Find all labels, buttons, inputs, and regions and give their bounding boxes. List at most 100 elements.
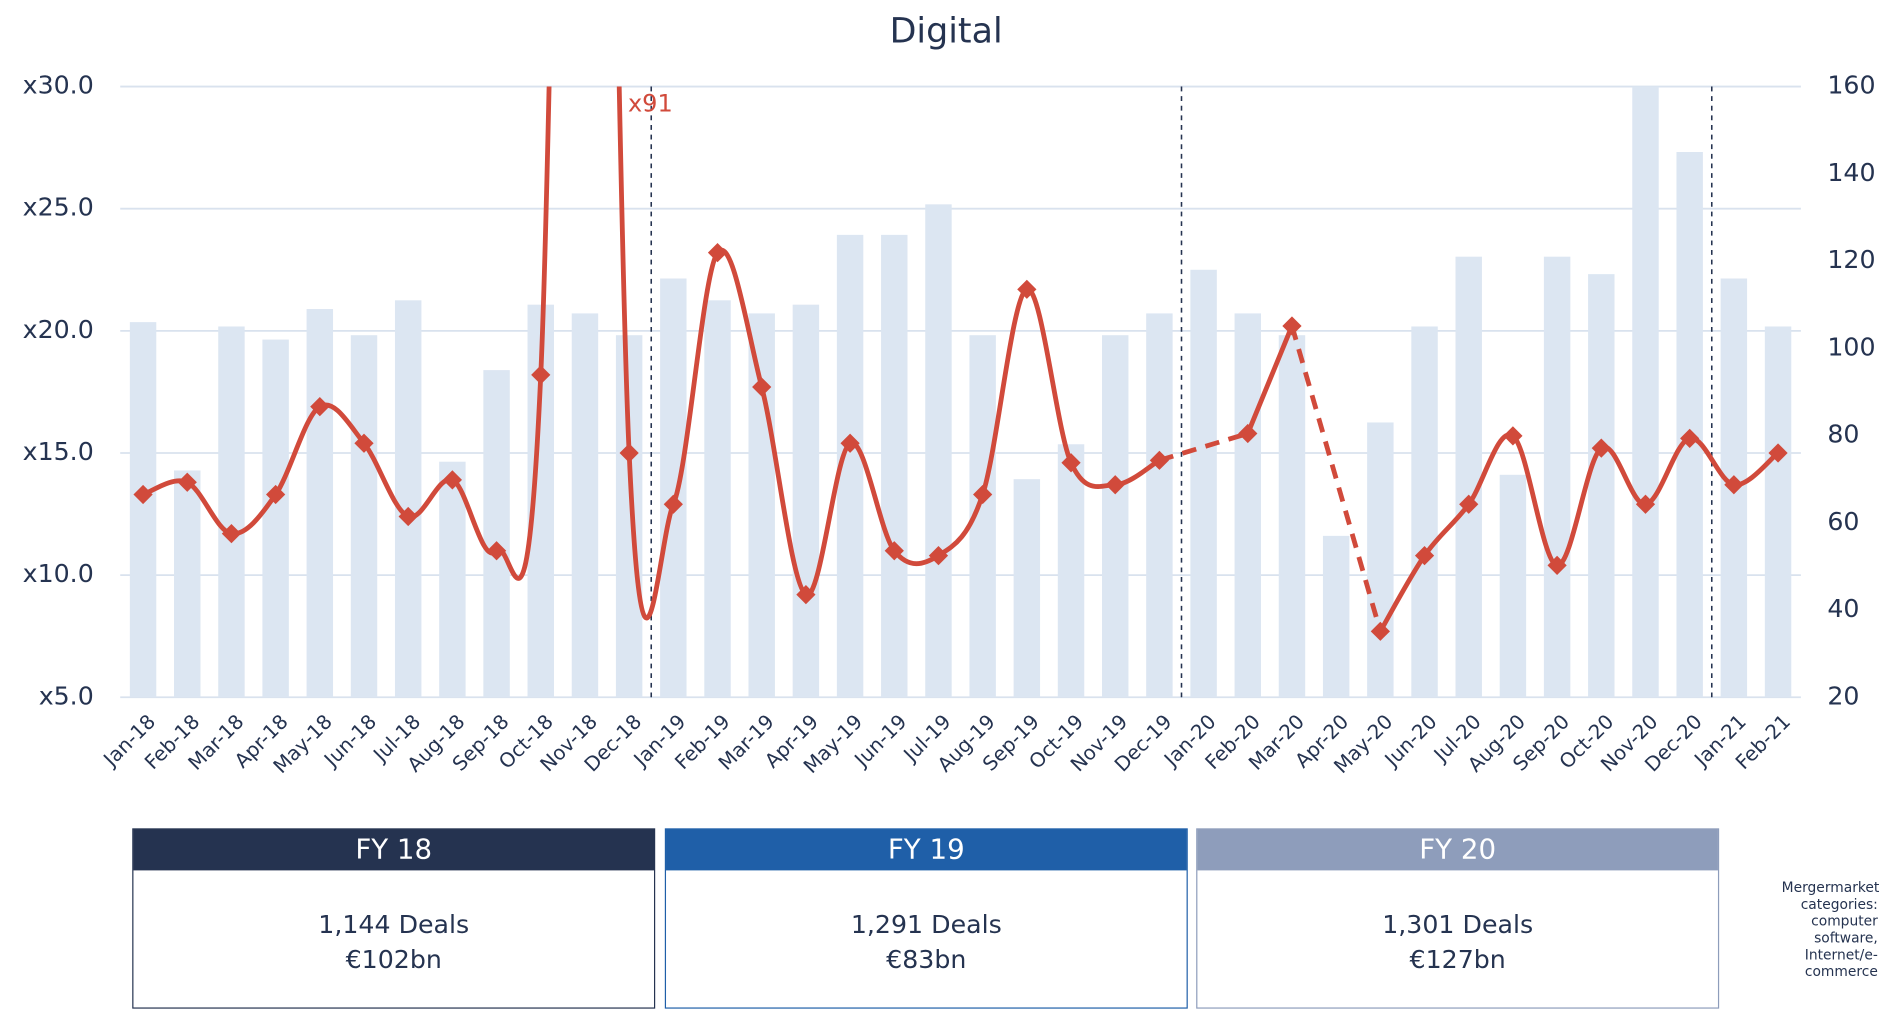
marker	[1591, 438, 1611, 458]
y2-tick-label: 140	[1827, 158, 1875, 187]
bar	[748, 313, 775, 698]
line	[1378, 432, 1780, 633]
y2-tick-label: 100	[1827, 332, 1875, 361]
summary-header: FY 20	[1197, 829, 1718, 871]
bar	[394, 300, 422, 698]
marker	[973, 484, 993, 505]
bar	[792, 304, 820, 698]
marker	[442, 470, 463, 490]
marker	[1768, 443, 1788, 463]
bar	[1764, 326, 1792, 698]
bar	[1322, 535, 1350, 698]
marker	[1105, 475, 1125, 495]
bar	[1543, 256, 1571, 698]
deal-value: €102bn	[345, 944, 442, 974]
bar	[1101, 335, 1129, 698]
marker	[486, 541, 507, 561]
marker	[221, 523, 242, 544]
deal-count: 1,291 Deals	[850, 910, 1002, 939]
marker	[1680, 428, 1700, 448]
bar	[1146, 313, 1173, 698]
note: Mergermarket categories: computer softwa…	[1781, 878, 1880, 980]
marker	[1149, 450, 1170, 470]
marker	[619, 443, 639, 463]
marker	[796, 585, 816, 605]
bar	[1455, 256, 1482, 698]
deal-count: 1,144 Deals	[318, 910, 470, 939]
bar	[262, 339, 289, 698]
marker	[1061, 453, 1081, 473]
summary-header: FY 18	[133, 829, 654, 871]
y2-tick-label: 60	[1827, 507, 1859, 536]
summary-box: FY 18 1,144 Deals €102bn	[132, 828, 656, 1009]
summary-header: FY 19	[666, 829, 1187, 871]
summary-body: 1,291 Deals €83bn	[666, 870, 1187, 977]
y-tick-label: x15.0	[23, 437, 94, 466]
summary-box: FY 20 1,301 Deals €127bn	[1196, 828, 1720, 1009]
bar	[306, 309, 334, 698]
y2-tick-label: 160	[1827, 71, 1875, 100]
bar	[1499, 474, 1527, 698]
marker	[1238, 423, 1258, 444]
y2-tick-label: 80	[1827, 420, 1859, 449]
deal-value: €83bn	[886, 944, 967, 974]
marker	[133, 484, 153, 505]
chart: Digital x5.0 x10.0 x15.0 x20.0 x25.0 x30.0 20 4…	[23, 11, 1876, 778]
marker	[1724, 475, 1744, 495]
y2-tick-label: 40	[1827, 594, 1859, 623]
bar	[483, 370, 510, 698]
summary-body: 1,144 Deals €102bn	[133, 870, 654, 977]
y2-tick-label: 20	[1827, 681, 1859, 710]
bar	[660, 278, 687, 698]
bar	[925, 204, 952, 698]
marker	[1282, 316, 1302, 336]
bar	[1411, 326, 1438, 698]
marker	[177, 472, 197, 492]
marker	[752, 377, 772, 397]
summary-body: 1,301 Deals €127bn	[1197, 870, 1718, 977]
bar	[571, 313, 599, 698]
gap-connector	[1289, 325, 1383, 632]
marker	[1503, 426, 1523, 446]
y2-tick-label: 120	[1827, 245, 1875, 274]
bar	[1234, 313, 1262, 698]
marker	[840, 433, 860, 453]
bar	[1588, 274, 1615, 698]
marker	[884, 541, 904, 561]
deal-count: 1,301 Deals	[1382, 910, 1534, 939]
y-tick-label: x20.0	[23, 315, 94, 344]
bar	[439, 461, 466, 698]
bar	[1013, 479, 1041, 698]
y-tick-label: x5.0	[39, 681, 94, 710]
marker	[707, 243, 728, 263]
marker	[398, 506, 418, 527]
marker	[1370, 621, 1390, 641]
bar	[1057, 444, 1085, 698]
annotation: x91	[628, 90, 673, 118]
chart-title: Digital	[890, 11, 1003, 51]
y-tick-label: x25.0	[23, 193, 94, 222]
marker	[1547, 555, 1567, 575]
marker	[354, 433, 374, 453]
marker	[310, 396, 330, 417]
y-tick-label: x10.0	[23, 559, 94, 588]
bar	[218, 326, 245, 698]
bar	[881, 234, 908, 698]
bar	[129, 322, 157, 698]
bar	[1190, 269, 1217, 698]
bar	[1278, 335, 1306, 698]
deal-value: €127bn	[1409, 944, 1506, 974]
bar	[704, 300, 731, 698]
summary-box: FY 19 1,291 Deals €83bn	[664, 828, 1188, 1009]
bar	[174, 470, 201, 698]
line	[1245, 325, 1295, 435]
y-tick-label: x30.0	[23, 71, 94, 100]
bar	[1632, 86, 1659, 698]
marker	[1017, 279, 1037, 299]
bar	[1676, 151, 1703, 698]
gap-connector	[1158, 431, 1249, 463]
bar	[1367, 422, 1394, 698]
bar	[350, 335, 378, 698]
